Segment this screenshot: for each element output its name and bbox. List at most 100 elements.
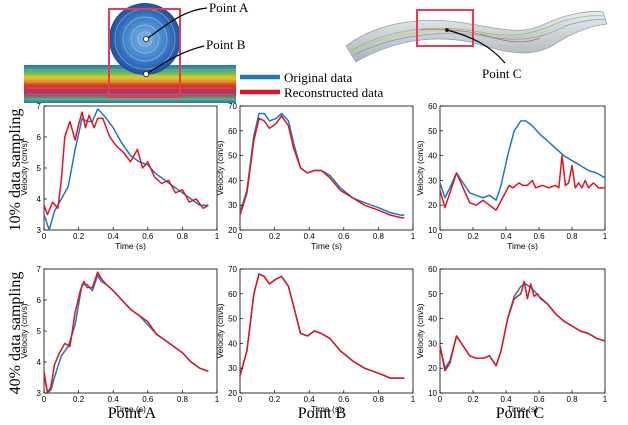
row-label-40pct: 40% data sampling	[7, 272, 24, 395]
x-tick-label: 0.2	[269, 232, 281, 241]
x-tick-label: 0.8	[177, 395, 189, 404]
series-reconstructed-line	[439, 280, 606, 372]
legend-label-reconstructed: Reconstructed data	[284, 85, 383, 100]
y-axis-label: Velocity (cm/s)	[415, 140, 425, 195]
column-label-point-b: Point B	[298, 405, 346, 422]
y-tick-label: 5	[37, 164, 42, 173]
y-tick-label: 70	[228, 265, 237, 274]
flow-streaks	[26, 69, 234, 100]
y-tick-label: 50	[228, 315, 237, 324]
series-reconstructed-line	[43, 111, 209, 216]
x-tick-label: 0.2	[269, 395, 281, 404]
y-tick-label: 3	[37, 389, 42, 398]
x-axis-label: Time (s)	[507, 241, 538, 251]
x-tick-label: 0.6	[338, 232, 350, 241]
y-tick-label: 3	[37, 226, 42, 235]
point-a-label: Point A	[209, 0, 249, 15]
y-tick-label: 20	[428, 201, 437, 210]
y-tick-label: 40	[228, 176, 237, 185]
y-tick-label: 4	[37, 358, 42, 367]
x-tick-label: 0.4	[500, 395, 512, 404]
x-tick-label: 0	[42, 232, 47, 241]
x-tick-label: 0.2	[467, 395, 479, 404]
x-axis-label: Time (s)	[115, 241, 146, 251]
y-tick-label: 50	[228, 152, 237, 161]
y-tick-label: 10	[428, 389, 437, 398]
legend-label-original: Original data	[284, 70, 352, 85]
x-tick-label: 0.4	[304, 395, 316, 404]
y-axis-label: Velocity (cm/s)	[415, 303, 425, 358]
chart-panel-1: 0 0.2 0.4 0.6 0.8 1 3 4 5 6 7 Time (s) Velocity (cm/…	[19, 102, 220, 251]
x-tick-label: 1	[603, 232, 608, 241]
vessel-streamlines	[349, 15, 606, 56]
y-axis-label: Velocity (cm/s)	[215, 303, 225, 358]
x-tick-label: 0.4	[304, 232, 316, 241]
x-tick-label: 0	[42, 395, 47, 404]
y-tick-label: 60	[428, 265, 437, 274]
x-tick-label: 0	[238, 232, 243, 241]
chart-panel-4: 0 0.2 0.4 0.6 0.8 1 3 4 5 6 7 Time (s) Velocity (cm/…	[19, 265, 220, 414]
point-b-leader	[147, 45, 205, 74]
row-label-10pct: 10% data sampling	[7, 109, 24, 232]
x-tick-label: 0.4	[108, 395, 120, 404]
plot-frame	[439, 105, 606, 231]
point-b-marker	[142, 71, 149, 78]
x-tick-label: 1	[215, 232, 220, 241]
column-label-point-c: Point C	[496, 405, 544, 422]
point-a-leader	[147, 7, 208, 39]
point-a-marker	[142, 36, 149, 43]
cross-section-illustration: Point A Point B	[24, 0, 249, 103]
y-tick-label: 20	[228, 389, 237, 398]
x-axis-label: Time (s)	[311, 404, 342, 414]
point-b-label: Point B	[206, 37, 246, 52]
y-tick-label: 30	[428, 339, 437, 348]
series-reconstructed-line	[239, 273, 405, 379]
x-tick-label: 0.4	[108, 232, 120, 241]
x-tick-label: 0.8	[373, 395, 385, 404]
y-tick-label: 60	[428, 102, 437, 111]
y-tick-label: 60	[228, 127, 237, 136]
y-tick-label: 20	[428, 364, 437, 373]
y-tick-label: 20	[228, 226, 237, 235]
x-tick-label: 0.8	[566, 232, 578, 241]
y-tick-label: 10	[428, 226, 437, 235]
y-tick-label: 70	[228, 102, 237, 111]
y-tick-label: 40	[428, 315, 437, 324]
x-tick-label: 0.6	[533, 395, 545, 404]
x-tick-label: 0.8	[373, 232, 385, 241]
x-tick-label: 0	[438, 395, 443, 404]
x-axis-label: Time (s)	[115, 404, 146, 414]
x-tick-label: 1	[603, 395, 608, 404]
x-tick-label: 0.6	[338, 395, 350, 404]
y-tick-label: 60	[228, 290, 237, 299]
chart-panel-6: 0 0.2 0.4 0.6 0.8 1 10 20 30 40 50 60 Time (s) Veloci…	[415, 265, 608, 414]
plot-frame	[43, 268, 218, 394]
x-tick-label: 0.6	[533, 232, 545, 241]
point-c-label: Point C	[482, 66, 521, 81]
y-axis-label: Velocity (cm/s)	[215, 140, 225, 195]
series-original-line	[439, 120, 606, 201]
y-tick-label: 6	[37, 133, 42, 142]
y-tick-label: 30	[228, 364, 237, 373]
x-tick-label: 1	[411, 395, 416, 404]
x-tick-label: 0.2	[73, 232, 85, 241]
vessel-body	[345, 11, 608, 63]
plot-frame	[43, 105, 218, 231]
y-tick-label: 5	[37, 327, 42, 336]
y-tick-label: 40	[228, 339, 237, 348]
x-tick-label: 1	[215, 395, 220, 404]
y-axis-label: Velocity (cm/s)	[19, 303, 29, 358]
point-c-leader	[446, 29, 506, 64]
x-tick-label: 0.8	[177, 232, 189, 241]
series-reconstructed-line	[439, 154, 605, 211]
x-tick-label: 0	[438, 232, 443, 241]
y-axis-label: Velocity (cm/s)	[19, 140, 29, 195]
highlight-box-a	[108, 8, 181, 98]
chart-panel-3: 0 0.2 0.4 0.6 0.8 1 10 20 30 40 50 60 Time (s) Veloci…	[415, 102, 608, 251]
x-axis-label: Time (s)	[507, 404, 538, 414]
series-reconstructed-line	[239, 115, 405, 219]
x-tick-label: 0.6	[142, 395, 154, 404]
y-tick-label: 30	[428, 176, 437, 185]
vessel-illustration: Point C	[345, 9, 608, 81]
